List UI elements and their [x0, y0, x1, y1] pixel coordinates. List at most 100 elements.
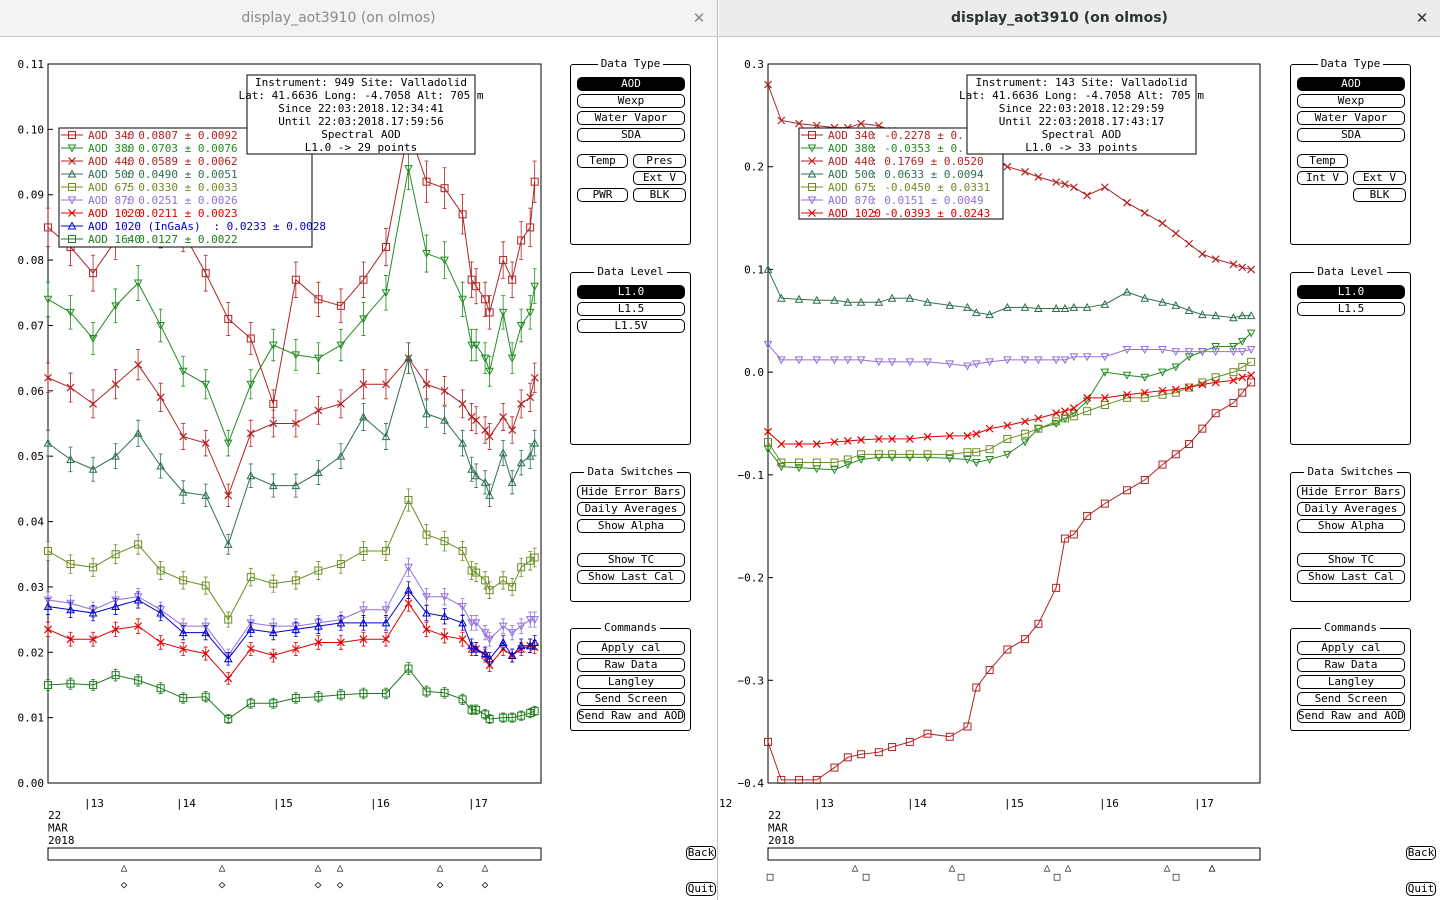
level-l10-button[interactable]: L1.0 — [1297, 285, 1405, 299]
error-bar — [271, 473, 276, 498]
data-point — [1100, 183, 1109, 192]
send-raw-aod-button[interactable]: Send Raw and AOD — [577, 709, 685, 723]
data-point — [472, 705, 481, 714]
back-button[interactable]: Back — [686, 846, 716, 860]
send-screen-button[interactable]: Send Screen — [577, 692, 685, 706]
level-l15-button[interactable]: L1.5 — [1297, 302, 1405, 316]
data-point — [224, 674, 233, 683]
level-l10-button[interactable]: L1.0 — [577, 285, 685, 299]
show-alpha-button[interactable]: Show Alpha — [577, 519, 685, 533]
error-bar — [361, 261, 366, 298]
y-tick-label: 0.05 — [18, 450, 45, 463]
sda-button[interactable]: SDA — [577, 128, 685, 142]
info-frame — [246, 74, 476, 155]
daily-averages-button[interactable]: Daily Averages — [577, 502, 685, 516]
series-aod-1020-ingaas- — [43, 581, 540, 666]
error-bar — [113, 443, 118, 470]
legend-marker — [808, 183, 816, 191]
data-point — [1158, 219, 1167, 228]
data-point — [1247, 371, 1256, 380]
data-point — [467, 464, 476, 473]
error-bar — [460, 429, 465, 457]
temp-button[interactable]: Temp — [577, 154, 628, 168]
level-l15v-button[interactable]: L1.5V — [577, 319, 685, 333]
apply-cal-button[interactable]: Apply cal — [1297, 641, 1405, 655]
int-v-button[interactable]: Int V — [1297, 171, 1348, 185]
error-bar — [248, 567, 253, 587]
show-alpha-button[interactable]: Show Alpha — [1297, 519, 1405, 533]
data-point — [1122, 287, 1132, 296]
langley-button[interactable]: Langley — [1297, 675, 1405, 689]
data-point — [43, 596, 53, 605]
send-raw-aod-button[interactable]: Send Raw and AOD — [1297, 709, 1405, 723]
legend-marker — [807, 169, 817, 178]
data-point — [1185, 239, 1194, 248]
legend-label: AOD 870 — [88, 194, 134, 207]
data-point — [485, 432, 494, 441]
raw-data-button[interactable]: Raw Data — [1297, 658, 1405, 672]
data-point — [111, 596, 120, 605]
quit-button[interactable]: Quit — [1406, 882, 1436, 896]
error-bar — [501, 618, 506, 634]
data-point — [1123, 198, 1131, 207]
pres-button[interactable]: Pres — [633, 154, 686, 168]
data-point — [945, 360, 955, 369]
data-point — [1140, 373, 1150, 382]
info-line: Since 22:03:2018.12:29:59 — [999, 102, 1165, 115]
hide-error-bars-button[interactable]: Hide Error Bars — [577, 485, 685, 499]
event-marker: △ — [949, 861, 956, 874]
close-icon[interactable]: ✕ — [692, 9, 706, 27]
data-point — [246, 624, 256, 633]
send-screen-button[interactable]: Send Screen — [1297, 692, 1405, 706]
show-tc-button[interactable]: Show TC — [1297, 553, 1405, 567]
level-l15-button[interactable]: L1.5 — [577, 302, 685, 316]
data-point — [1034, 303, 1043, 312]
ext-v-button[interactable]: Ext V — [1353, 171, 1406, 185]
legend-marker — [807, 144, 817, 153]
data-point — [526, 393, 535, 402]
hide-error-bars-button[interactable]: Hide Error Bars — [1297, 485, 1405, 499]
back-button[interactable]: Back — [1406, 846, 1436, 860]
raw-data-button[interactable]: Raw Data — [577, 658, 685, 672]
error-bar — [316, 342, 321, 374]
data-point — [458, 295, 467, 304]
water-vapor-button[interactable]: Water Vapor — [577, 111, 685, 125]
data-point — [291, 624, 301, 633]
aod-button[interactable]: AOD — [1297, 77, 1405, 91]
error-bar — [158, 604, 163, 622]
error-bar — [474, 268, 479, 305]
aod-button[interactable]: AOD — [577, 77, 685, 91]
titlebar[interactable]: display_aot3910 (on olmos) ✕ — [0, 0, 717, 37]
data-point — [1060, 356, 1070, 365]
info-line: Instrument: 143 Site: Valladolid — [976, 76, 1188, 89]
quit-button[interactable]: Quit — [686, 882, 716, 896]
daily-averages-button[interactable]: Daily Averages — [1297, 502, 1405, 516]
blk-button[interactable]: BLK — [1353, 188, 1406, 202]
show-tc-button[interactable]: Show TC — [577, 553, 685, 567]
error-bar — [136, 264, 141, 301]
water-vapor-button[interactable]: Water Vapor — [1297, 111, 1405, 125]
blk-button[interactable]: BLK — [633, 188, 686, 202]
data-point — [963, 448, 972, 457]
show-last-cal-button[interactable]: Show Last Cal — [577, 570, 685, 584]
ext-v-button[interactable]: Ext V — [633, 171, 686, 185]
error-bar — [474, 463, 479, 489]
wexp-button[interactable]: Wexp — [1297, 94, 1405, 108]
legend-value: : 0.0703 ± 0.0076 — [125, 142, 238, 155]
info-line: Lat: 41.6636 Long: -4.7058 Alt: 705 m — [238, 89, 483, 102]
close-icon[interactable]: ✕ — [1415, 9, 1429, 27]
error-bar — [181, 355, 186, 387]
data-point — [43, 438, 53, 447]
sda-button[interactable]: SDA — [1297, 128, 1405, 142]
error-bar — [528, 551, 533, 571]
pwr-button[interactable]: PWR — [577, 188, 628, 202]
apply-cal-button[interactable]: Apply cal — [577, 641, 685, 655]
data-point — [963, 722, 972, 731]
temp-button[interactable]: Temp — [1297, 154, 1348, 168]
data-point — [458, 603, 467, 612]
langley-button[interactable]: Langley — [577, 675, 685, 689]
wexp-button[interactable]: Wexp — [577, 94, 685, 108]
error-bar — [361, 402, 366, 431]
titlebar[interactable]: display_aot3910 (on olmos) ✕ — [719, 0, 1440, 37]
show-last-cal-button[interactable]: Show Last Cal — [1297, 570, 1405, 584]
